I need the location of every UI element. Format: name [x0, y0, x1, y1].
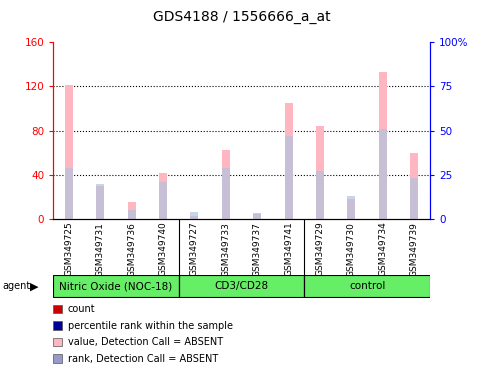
Bar: [96, 186, 104, 219]
Bar: [128, 210, 136, 219]
Bar: [253, 214, 261, 219]
Text: GSM349737: GSM349737: [253, 222, 262, 276]
Text: GSM349729: GSM349729: [315, 222, 325, 276]
Text: rank, Detection Call = ABSENT: rank, Detection Call = ABSENT: [68, 354, 218, 364]
Bar: [222, 168, 230, 219]
Text: GDS4188 / 1556666_a_at: GDS4188 / 1556666_a_at: [153, 10, 330, 23]
Text: value, Detection Call = ABSENT: value, Detection Call = ABSENT: [68, 337, 223, 347]
Text: GSM349730: GSM349730: [347, 222, 356, 276]
Bar: [179, 275, 304, 297]
Text: GSM349739: GSM349739: [410, 222, 419, 276]
Text: CD3/CD28: CD3/CD28: [214, 281, 269, 291]
Text: agent: agent: [2, 281, 30, 291]
Text: GSM349736: GSM349736: [127, 222, 136, 276]
Bar: [379, 129, 387, 219]
Bar: [284, 103, 293, 219]
Text: GSM349727: GSM349727: [190, 222, 199, 276]
Bar: [410, 178, 418, 219]
Bar: [379, 72, 387, 219]
Bar: [53, 275, 179, 297]
Text: GSM349740: GSM349740: [158, 222, 168, 276]
Bar: [304, 275, 430, 297]
Bar: [316, 126, 324, 219]
Bar: [316, 171, 324, 219]
Text: GSM349741: GSM349741: [284, 222, 293, 276]
Text: percentile rank within the sample: percentile rank within the sample: [68, 321, 233, 331]
Text: count: count: [68, 304, 95, 314]
Text: ▶: ▶: [30, 281, 39, 291]
Bar: [284, 136, 293, 219]
Text: GSM349731: GSM349731: [96, 222, 105, 276]
Bar: [65, 168, 73, 219]
Bar: [65, 85, 73, 219]
Bar: [96, 184, 104, 219]
Bar: [190, 215, 199, 219]
Bar: [347, 196, 355, 219]
Text: GSM349725: GSM349725: [64, 222, 73, 276]
Bar: [222, 151, 230, 219]
Bar: [410, 152, 418, 219]
Text: GSM349734: GSM349734: [378, 222, 387, 276]
Text: control: control: [349, 281, 385, 291]
Bar: [128, 202, 136, 219]
Bar: [159, 182, 167, 219]
Bar: [190, 212, 199, 219]
Bar: [347, 199, 355, 219]
Bar: [159, 172, 167, 219]
Bar: [253, 214, 261, 219]
Text: Nitric Oxide (NOC-18): Nitric Oxide (NOC-18): [59, 281, 172, 291]
Text: GSM349733: GSM349733: [221, 222, 230, 276]
